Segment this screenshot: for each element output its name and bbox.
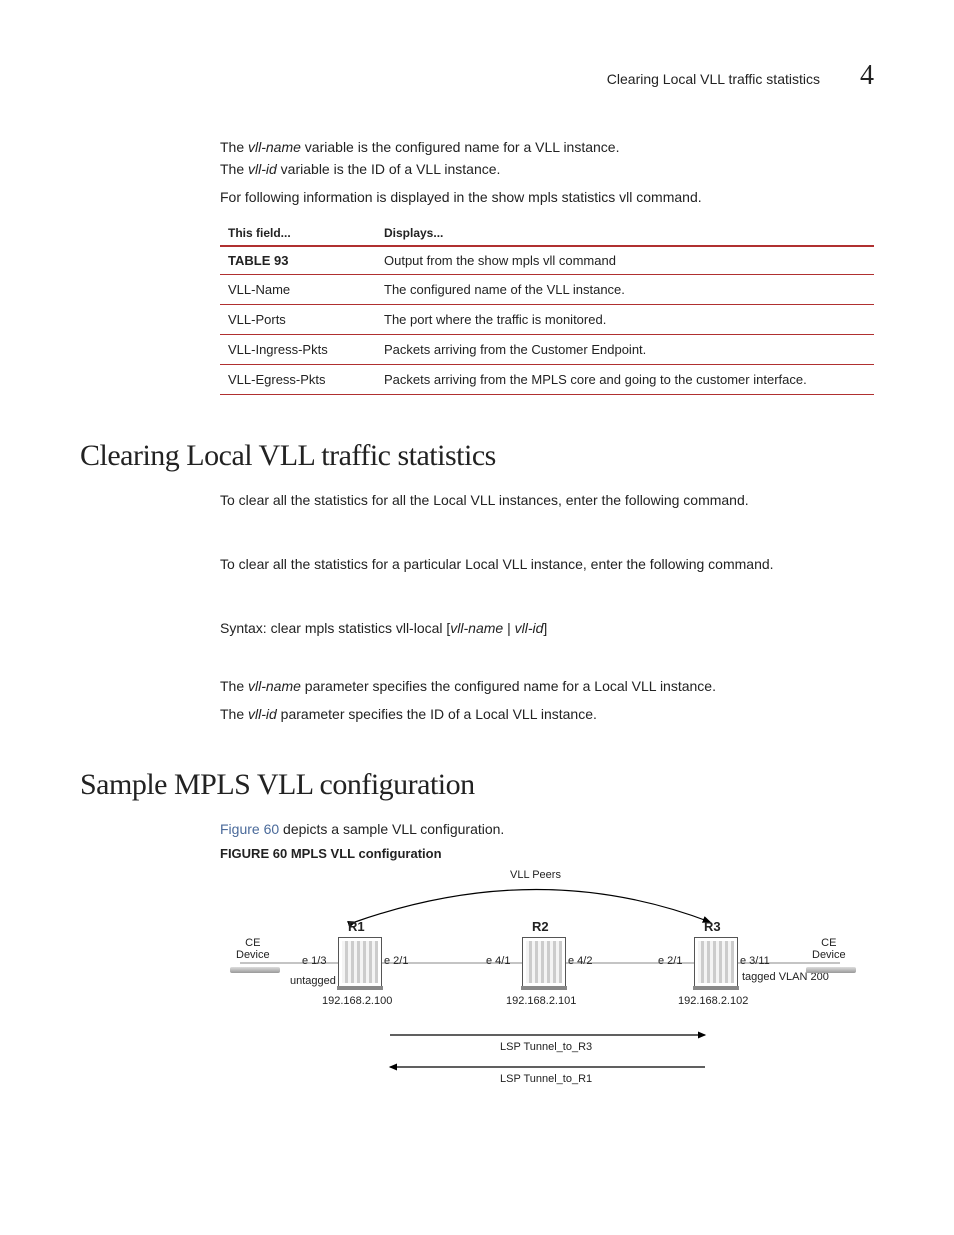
figure-link[interactable]: Figure 60 [220, 821, 279, 837]
router-r1-icon [338, 937, 382, 987]
router-r2-icon [522, 937, 566, 987]
sec1-p2: To clear all the statistics for a partic… [220, 555, 874, 573]
label-ip1: 192.168.2.100 [322, 995, 392, 1007]
section-heading-sample: Sample MPLS VLL configuration [80, 768, 874, 802]
header-title: Clearing Local VLL traffic statistics [607, 71, 820, 87]
label-e21: e 2/1 [384, 955, 408, 967]
table-caption: Output from the show mpls vll command [376, 246, 874, 275]
table-row: VLL-Egress-PktsPackets arriving from the… [220, 364, 874, 394]
label-vll-peers: VLL Peers [510, 869, 561, 881]
table-row: VLL-NameThe configured name of the VLL i… [220, 274, 874, 304]
sec1-p4: The vll-id parameter specifies the ID of… [220, 705, 874, 723]
label-e21b: e 2/1 [658, 955, 682, 967]
sec2-p1: Figure 60 depicts a sample VLL configura… [220, 820, 874, 838]
intro-line-3: For following information is displayed i… [220, 188, 874, 206]
label-lsp1: LSP Tunnel_to_R3 [500, 1041, 592, 1053]
label-e41: e 4/1 [486, 955, 510, 967]
table-body: VLL-NameThe configured name of the VLL i… [220, 274, 874, 394]
label-ip2: 192.168.2.101 [506, 995, 576, 1007]
sec1-p3: The vll-name parameter specifies the con… [220, 677, 874, 695]
ce-device-right-icon [806, 967, 856, 973]
intro-line-2: The vll-id variable is the ID of a VLL i… [220, 160, 874, 178]
page-header: Clearing Local VLL traffic statistics 4 [80, 60, 874, 92]
label-ce-left: CE Device [236, 937, 270, 961]
figure-caption: FIGURE 60 MPLS VLL configuration [220, 846, 874, 861]
label-ip3: 192.168.2.102 [678, 995, 748, 1007]
label-r2: R2 [532, 919, 549, 934]
table-header-row: This field... Displays... [220, 221, 874, 246]
router-r3-icon [694, 937, 738, 987]
label-ce-right: CE Device [812, 937, 846, 961]
table-caption-row: TABLE 93 Output from the show mpls vll c… [220, 246, 874, 275]
label-e42: e 4/2 [568, 955, 592, 967]
output-table: TABLE 93 Output from the show mpls vll c… [220, 221, 874, 395]
sec1-p1: To clear all the statistics for all the … [220, 491, 874, 509]
section-clearing-body: To clear all the statistics for all the … [220, 491, 874, 724]
label-r1: R1 [348, 919, 365, 934]
mpls-vll-diagram: VLL Peers CE Device R1 e 1/3 e 2/1 untag… [220, 867, 860, 1107]
label-e311: e 3/11 [740, 955, 770, 967]
intro-block: The vll-name variable is the configured … [220, 138, 874, 395]
label-lsp2: LSP Tunnel_to_R1 [500, 1073, 592, 1085]
ce-device-left-icon [230, 967, 280, 973]
label-e13: e 1/3 [302, 955, 326, 967]
table-header-field: This field... [220, 221, 376, 246]
label-untagged: untagged [290, 975, 336, 987]
sec1-syntax: Syntax: clear mpls statistics vll-local … [220, 619, 874, 637]
section-heading-clearing: Clearing Local VLL traffic statistics [80, 439, 874, 473]
table-header-displays: Displays... [376, 221, 874, 246]
intro-line-1: The vll-name variable is the configured … [220, 138, 874, 156]
table-row: VLL-PortsThe port where the traffic is m… [220, 304, 874, 334]
header-chapter-number: 4 [860, 60, 874, 92]
table-label: TABLE 93 [228, 253, 316, 268]
section-sample-body: Figure 60 depicts a sample VLL configura… [220, 820, 874, 1107]
table-row: VLL-Ingress-PktsPackets arriving from th… [220, 334, 874, 364]
label-r3: R3 [704, 919, 721, 934]
page: Clearing Local VLL traffic statistics 4 … [0, 0, 954, 1187]
